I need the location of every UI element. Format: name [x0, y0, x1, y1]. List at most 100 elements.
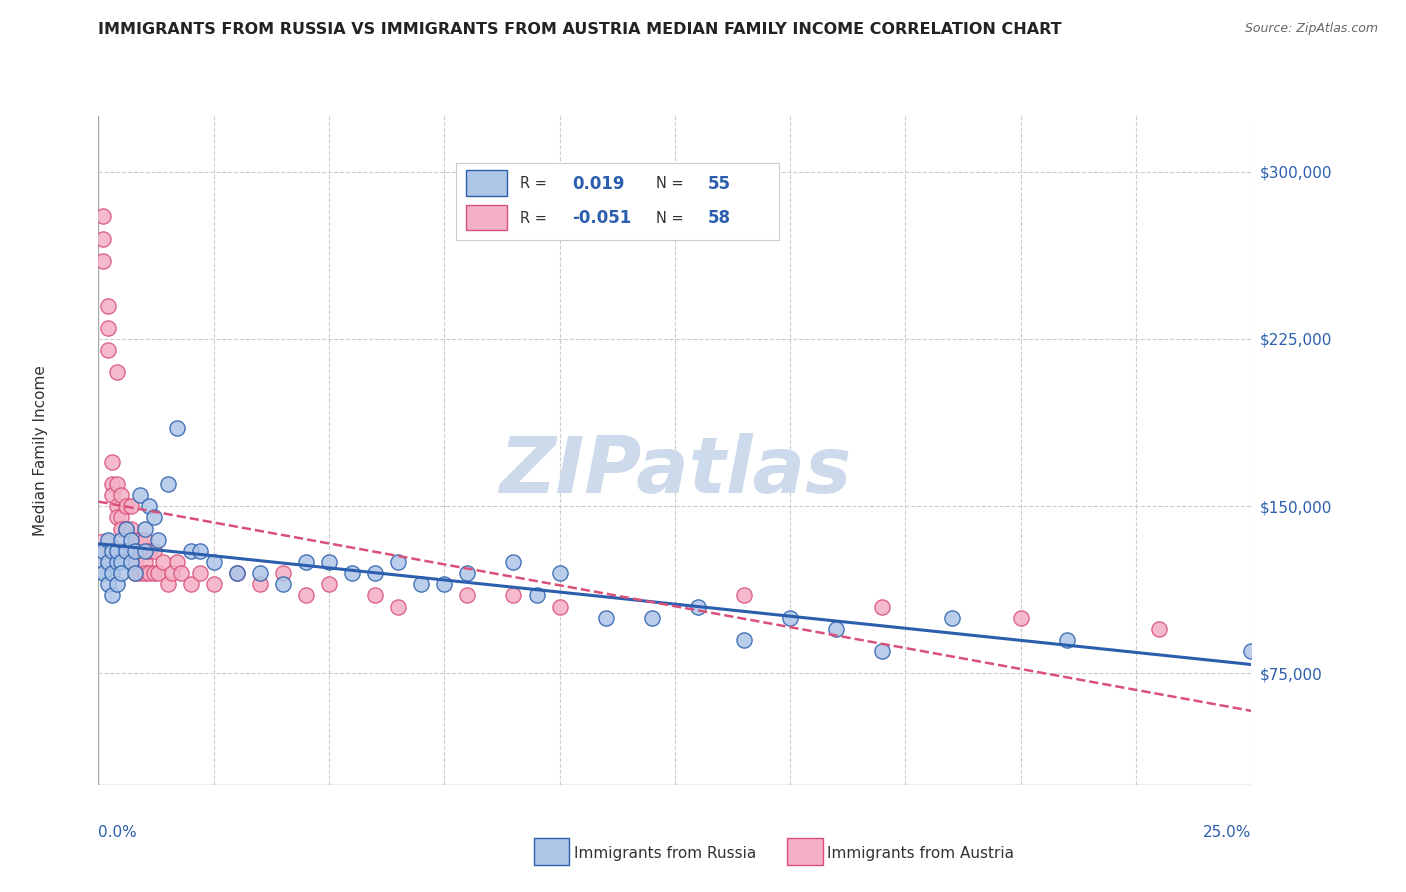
Point: [1010, 611, 1032, 625]
Point: [456, 589, 478, 603]
Point: [779, 611, 801, 625]
Point: [202, 577, 225, 591]
Point: [129, 533, 152, 547]
Point: [115, 544, 138, 558]
Point: [180, 577, 202, 591]
Point: [115, 521, 138, 535]
Point: [124, 566, 146, 581]
Point: [97, 555, 120, 569]
Point: [110, 510, 132, 524]
Text: -0.051: -0.051: [572, 210, 631, 227]
Point: [142, 510, 165, 524]
Point: [411, 577, 433, 591]
Point: [134, 533, 156, 547]
Point: [105, 544, 128, 558]
Point: [166, 421, 188, 435]
Point: [129, 488, 152, 502]
Point: [115, 500, 138, 514]
Point: [733, 633, 755, 648]
Point: [120, 544, 142, 558]
Text: Immigrants from Russia: Immigrants from Russia: [574, 847, 756, 861]
Point: [120, 500, 142, 514]
Point: [91, 232, 114, 246]
Point: [91, 254, 114, 268]
Point: [548, 599, 571, 614]
Point: [120, 555, 142, 569]
Bar: [465, 170, 508, 196]
Point: [124, 544, 146, 558]
Point: [148, 566, 170, 581]
Point: [202, 555, 225, 569]
Point: [595, 611, 617, 625]
Text: R =: R =: [520, 176, 547, 191]
Point: [152, 555, 174, 569]
Point: [124, 533, 146, 547]
Point: [872, 599, 894, 614]
Point: [340, 566, 363, 581]
Point: [364, 589, 387, 603]
Point: [318, 555, 340, 569]
Point: [526, 589, 548, 603]
Text: IMMIGRANTS FROM RUSSIA VS IMMIGRANTS FROM AUSTRIA MEDIAN FAMILY INCOME CORRELATI: IMMIGRANTS FROM RUSSIA VS IMMIGRANTS FRO…: [98, 22, 1062, 37]
Point: [387, 555, 409, 569]
Point: [872, 644, 894, 658]
Point: [124, 566, 146, 581]
Point: [134, 566, 156, 581]
Point: [156, 477, 179, 491]
Text: R =: R =: [520, 211, 547, 226]
Point: [548, 566, 571, 581]
Point: [97, 343, 120, 358]
Point: [318, 577, 340, 591]
Point: [129, 566, 152, 581]
Point: [142, 566, 165, 581]
Point: [110, 521, 132, 535]
Point: [110, 555, 132, 569]
Point: [110, 533, 132, 547]
Point: [105, 500, 128, 514]
Point: [105, 366, 128, 380]
Point: [101, 455, 124, 469]
Point: [91, 555, 114, 569]
Point: [364, 566, 387, 581]
Point: [101, 488, 124, 502]
Text: 58: 58: [707, 210, 731, 227]
Point: [101, 544, 124, 558]
Point: [101, 589, 124, 603]
Point: [97, 299, 120, 313]
Point: [115, 521, 138, 535]
Point: [641, 611, 664, 625]
Point: [134, 521, 156, 535]
Text: ZIPatlas: ZIPatlas: [499, 433, 851, 508]
Point: [1147, 622, 1170, 636]
Point: [142, 544, 165, 558]
Text: Median Family Income: Median Family Income: [34, 365, 48, 536]
Text: Immigrants from Austria: Immigrants from Austria: [827, 847, 1014, 861]
Point: [134, 544, 156, 558]
Point: [180, 544, 202, 558]
Point: [91, 566, 114, 581]
Bar: [465, 205, 508, 230]
Point: [1240, 644, 1263, 658]
Point: [733, 589, 755, 603]
Point: [502, 589, 524, 603]
Text: 25.0%: 25.0%: [1204, 825, 1251, 840]
Point: [110, 566, 132, 581]
Point: [433, 577, 456, 591]
Point: [148, 533, 170, 547]
Point: [225, 566, 247, 581]
Point: [188, 566, 211, 581]
Point: [110, 488, 132, 502]
Point: [456, 566, 478, 581]
Point: [97, 533, 120, 547]
Point: [188, 544, 211, 558]
Point: [295, 589, 318, 603]
Point: [97, 321, 120, 335]
Point: [941, 611, 963, 625]
Point: [91, 210, 114, 224]
Point: [105, 577, 128, 591]
Point: [271, 566, 294, 581]
Point: [271, 577, 294, 591]
Point: [138, 500, 160, 514]
Point: [91, 544, 114, 558]
Point: [97, 577, 120, 591]
